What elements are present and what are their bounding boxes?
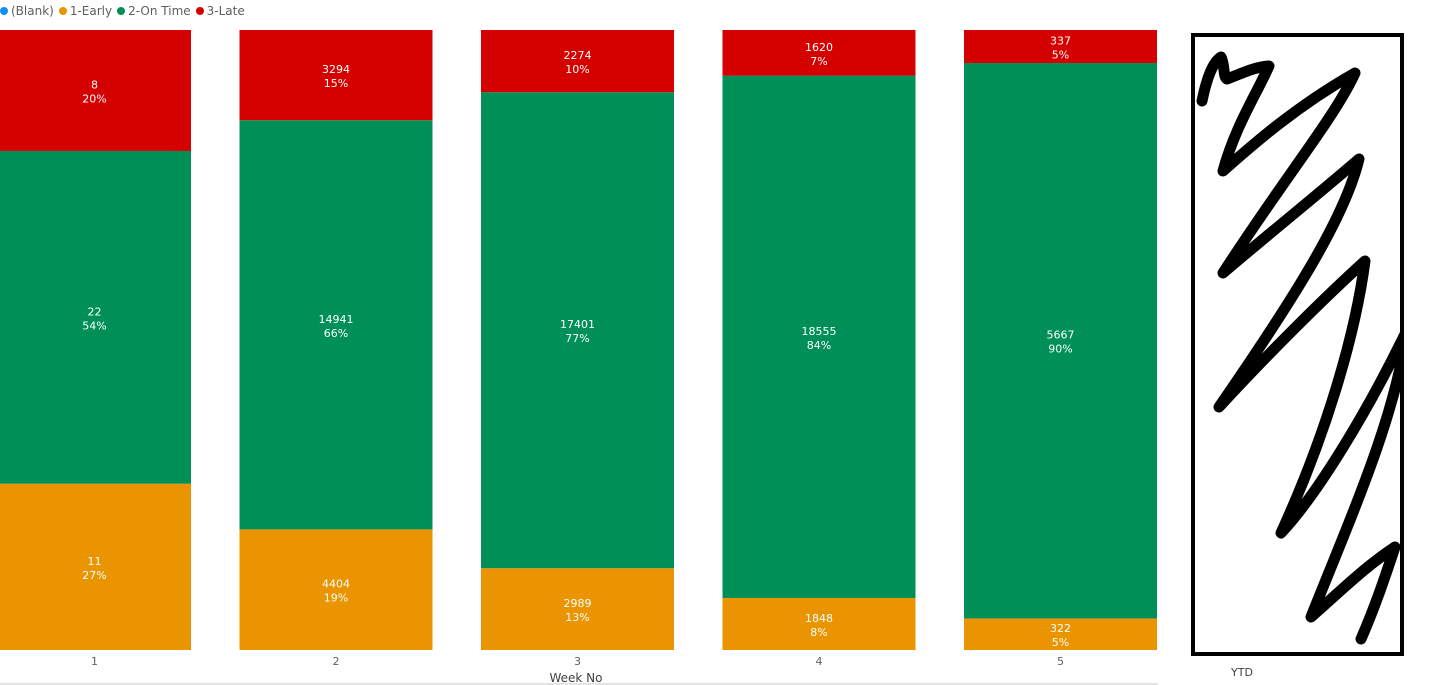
data-label-percent: 19% [324, 592, 348, 605]
legend-label: 2-On Time [128, 4, 191, 18]
bar-segment[interactable] [0, 30, 191, 151]
x-tick-label: 3 [574, 655, 581, 668]
data-label-value: 3294 [322, 63, 350, 76]
data-label-percent: 10% [565, 63, 589, 76]
bar-segment[interactable] [964, 63, 1157, 619]
legend-dot-icon [58, 7, 67, 15]
bar-segment[interactable] [964, 618, 1157, 650]
x-axis-title: Week No [549, 671, 602, 685]
data-label-value: 322 [1050, 622, 1071, 635]
bar-segment[interactable] [964, 30, 1157, 64]
data-label-value: 4404 [322, 578, 350, 591]
bar-segment[interactable] [239, 30, 433, 121]
bar-segment[interactable] [239, 529, 433, 650]
data-label-percent: 7% [810, 55, 827, 68]
legend-label: (Blank) [11, 4, 54, 18]
bar-segment[interactable] [722, 30, 916, 76]
legend-label: 1-Early [69, 4, 113, 18]
data-label-percent: 66% [324, 327, 348, 340]
legend-dot-icon [0, 7, 8, 15]
data-label-value: 17401 [560, 318, 595, 331]
data-label-percent: 54% [82, 319, 106, 332]
data-label-percent: 13% [565, 611, 589, 624]
data-label-value: 1848 [805, 612, 833, 625]
bar-segment[interactable] [239, 120, 433, 530]
data-label-value: 18555 [802, 325, 837, 338]
bar-segment[interactable] [481, 92, 674, 569]
data-label-percent: 77% [565, 332, 589, 345]
legend-item[interactable]: 2-On Time [117, 4, 191, 18]
scribble-redaction-icon [1196, 51, 1400, 645]
legend-item[interactable]: (Blank) [0, 4, 54, 18]
data-label-value: 1620 [805, 41, 833, 54]
legend-dot-icon [117, 7, 126, 15]
data-label-percent: 90% [1048, 343, 1072, 356]
legend-dot-icon [195, 7, 204, 15]
bar-segment[interactable] [722, 597, 916, 650]
ytd-label: YTD [1231, 666, 1253, 679]
data-label-percent: 5% [1052, 636, 1069, 649]
legend-label: 3-Late [206, 4, 245, 18]
data-label-value: 5667 [1047, 329, 1075, 342]
data-label-value: 22 [88, 305, 102, 318]
bar-segment[interactable] [481, 568, 674, 650]
data-label-value: 2989 [564, 597, 592, 610]
ytd-redacted-box [1191, 33, 1404, 656]
chart-legend: (Blank) 1-Early 2-On Time 3-Late [0, 3, 250, 19]
x-tick-label: 4 [816, 655, 823, 668]
data-label-value: 11 [88, 555, 102, 568]
x-tick-label: 2 [333, 655, 340, 668]
data-label-value: 8 [91, 78, 98, 91]
data-label-value: 14941 [319, 313, 354, 326]
data-label-percent: 15% [324, 77, 348, 90]
data-label-value: 337 [1050, 35, 1071, 48]
legend-item[interactable]: 3-Late [195, 4, 245, 18]
bar-segment[interactable] [0, 483, 191, 650]
x-tick-label: 1 [91, 655, 98, 668]
bar-segment[interactable] [722, 75, 916, 598]
data-label-percent: 84% [807, 339, 831, 352]
bar-segment[interactable] [481, 30, 674, 93]
x-tick-label: 5 [1057, 655, 1064, 668]
data-label-percent: 20% [82, 92, 106, 105]
bar-segment[interactable] [0, 150, 191, 484]
legend-item[interactable]: 1-Early [58, 4, 113, 18]
data-label-value: 2274 [564, 49, 592, 62]
data-label-percent: 8% [810, 626, 827, 639]
data-label-percent: 27% [82, 569, 106, 582]
data-label-percent: 5% [1052, 49, 1069, 62]
